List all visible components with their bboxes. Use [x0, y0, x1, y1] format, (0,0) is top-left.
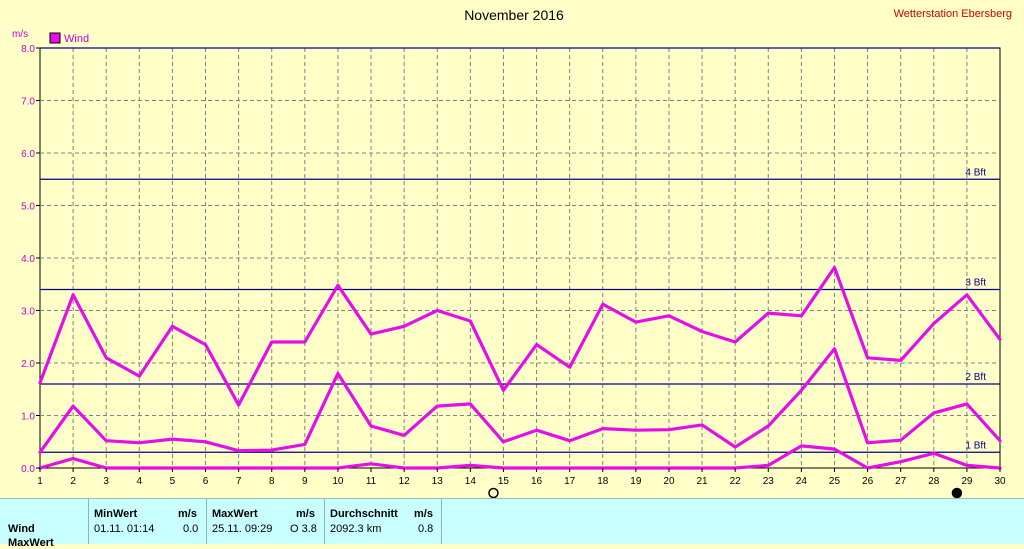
x-tick-label: 16	[531, 476, 543, 487]
x-tick-label: 27	[895, 476, 907, 487]
y-tick-label: 7.0	[21, 97, 35, 108]
full-moon-icon	[488, 487, 499, 498]
x-tick-label: 11	[366, 476, 377, 487]
x-tick-label: 18	[597, 476, 609, 487]
min-time: 01.11. 01:14	[94, 523, 155, 535]
x-tick-label: 20	[663, 476, 675, 487]
x-tick-label: 26	[862, 476, 874, 487]
min-unit: m/s	[178, 508, 197, 520]
y-tick-label: 4.0	[21, 254, 35, 265]
min-value: 0.0	[183, 523, 199, 535]
max-header: MaxWert	[212, 508, 258, 520]
legend-swatch	[49, 32, 61, 44]
series-line-min	[38, 444, 1002, 470]
x-tick-label: 3	[103, 476, 109, 487]
x-tick-label: 15	[498, 476, 510, 487]
beaufort-label: 4 Bft	[965, 167, 986, 178]
avg-value: 0.8	[418, 523, 434, 535]
series-line-max	[38, 265, 1002, 407]
x-tick-label: 5	[170, 476, 176, 487]
x-tick-label: 2	[70, 476, 76, 487]
max-unit: m/s	[296, 508, 315, 520]
y-tick-label: 3.0	[21, 307, 35, 318]
x-tick-label: 19	[630, 476, 642, 487]
x-tick-label: 23	[763, 476, 775, 487]
x-tick-label: 10	[332, 476, 344, 487]
y-tick-label: 2.0	[21, 359, 35, 370]
x-tick-label: 25	[829, 476, 841, 487]
moon-markers	[488, 487, 963, 498]
avg-unit: m/s	[414, 508, 433, 520]
avg-header: Durchschnitt	[330, 508, 398, 520]
y-tick-label: 1.0	[21, 412, 35, 423]
chart-title: November 2016	[464, 7, 564, 23]
x-tick-label: 29	[961, 476, 973, 487]
beaufort-label: 2 Bft	[965, 372, 986, 383]
x-axis-ticks: 1 2 3 4 5 6 7 8 9 10 11 12 13 14 15 16 17 18 19 20 21 22 23 24 2…	[37, 468, 1006, 487]
x-tick-label: 21	[697, 476, 709, 487]
avg-distance: 2092.3 km	[330, 523, 382, 535]
row-label-wind: Wind	[8, 523, 35, 535]
legend-label: Wind	[64, 33, 89, 45]
row-label-maxwert: MaxWert	[8, 537, 54, 549]
x-tick-label: 22	[730, 476, 742, 487]
x-tick-label: 7	[236, 476, 242, 487]
x-tick-label: 9	[302, 476, 308, 487]
x-tick-label: 8	[269, 476, 275, 487]
wind-chart: November 2016 Wetterstation Ebersberg m/…	[12, 7, 1012, 498]
legend: Wind	[49, 32, 89, 45]
y-tick-label: 5.0	[21, 202, 35, 213]
station-name: Wetterstation Ebersberg	[894, 8, 1012, 20]
y-tick-label: 0.0	[21, 464, 35, 475]
x-tick-label: 6	[203, 476, 209, 487]
max-time: 25.11. 09:29	[212, 523, 273, 535]
beaufort-label: 1 Bft	[965, 440, 986, 451]
x-tick-label: 1	[37, 476, 43, 487]
y-axis-unit: m/s	[12, 29, 28, 40]
new-moon-icon	[951, 487, 963, 498]
x-tick-label: 12	[399, 476, 411, 487]
x-tick-label: 4	[137, 476, 143, 487]
beaufort-label: 3 Bft	[965, 278, 986, 289]
x-tick-label: 13	[432, 476, 444, 487]
x-tick-label: 24	[796, 476, 808, 487]
max-value: O 3.8	[290, 523, 317, 535]
y-axis-ticks: 0.0 1.0 2.0 3.0 4.0 5.0 6.0 7.0 8.0	[21, 44, 40, 475]
x-tick-label: 28	[928, 476, 940, 487]
series-lines	[38, 265, 1002, 470]
min-header: MinWert	[94, 508, 138, 520]
stats-panel: MinWert m/s MaxWert m/s Durchschnitt m/s…	[0, 498, 1024, 549]
x-tick-label: 17	[564, 476, 576, 487]
y-tick-label: 6.0	[21, 149, 35, 160]
series-line-avg	[38, 347, 1002, 454]
x-tick-label: 30	[994, 476, 1006, 487]
x-tick-label: 14	[465, 476, 477, 487]
y-tick-label: 8.0	[21, 44, 35, 55]
